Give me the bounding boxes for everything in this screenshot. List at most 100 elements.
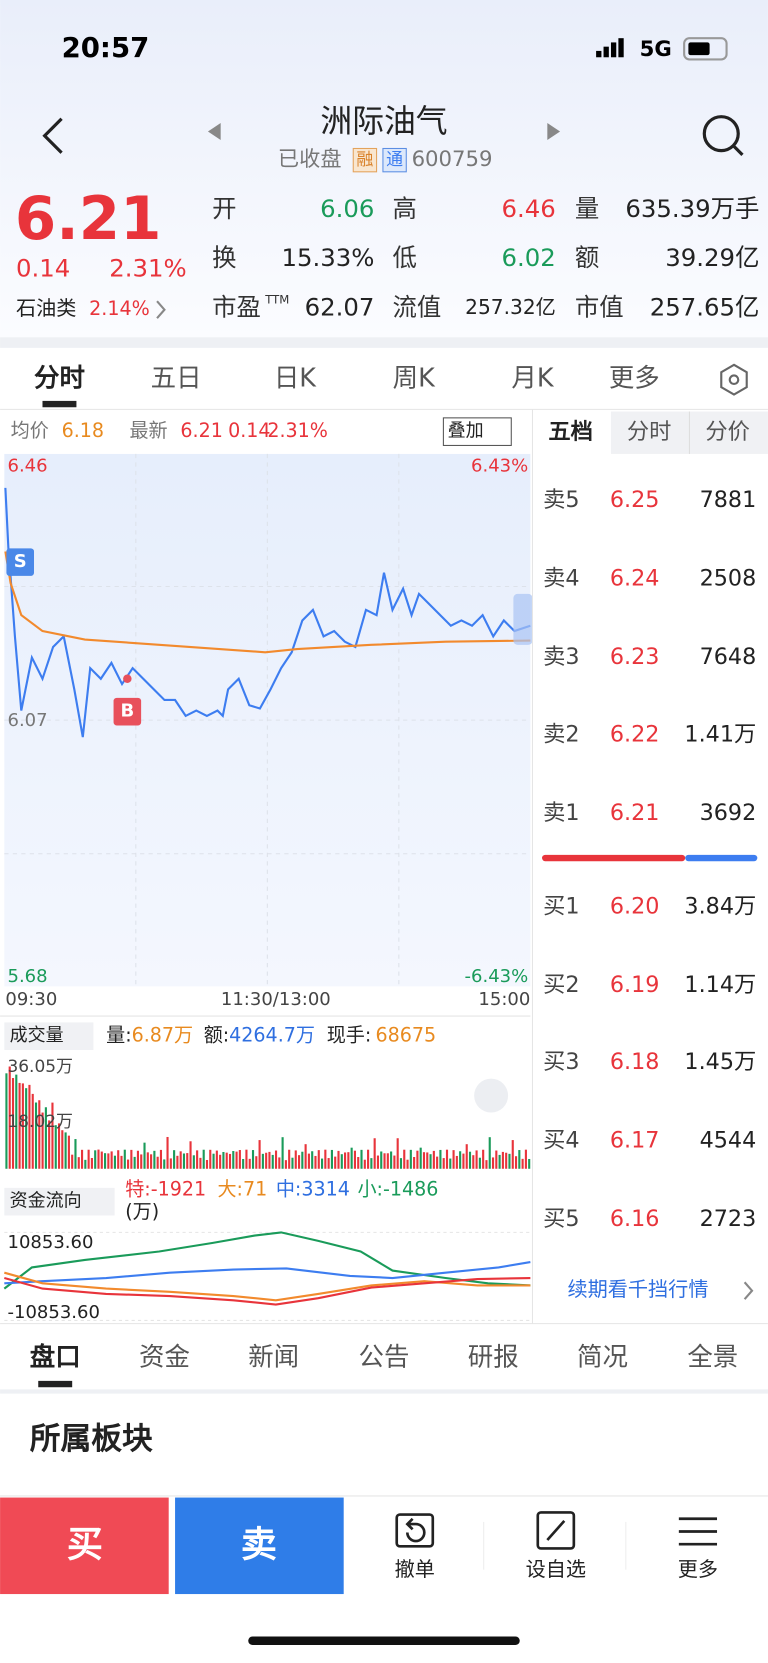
volume-bar <box>140 1154 143 1169</box>
level-price: 6.21 <box>610 800 660 826</box>
volume-bar <box>307 1153 310 1169</box>
separator <box>0 1389 768 1394</box>
status-network: 5G <box>640 37 672 62</box>
flow-select[interactable] <box>4 1187 115 1216</box>
volume-bar <box>518 1150 521 1169</box>
flow-item: 特:-1921 <box>125 1177 206 1200</box>
volume-bar <box>25 1088 28 1169</box>
info-tab[interactable]: 公告 <box>359 1343 410 1373</box>
chart-tab[interactable]: 日K <box>274 364 317 394</box>
volume-bar <box>242 1158 245 1169</box>
volume-bar <box>409 1149 412 1169</box>
volume-bar <box>146 1152 149 1169</box>
marker-text: S <box>14 551 27 572</box>
volume-bar <box>261 1153 264 1169</box>
select-label[interactable]: 资金流向 <box>10 1191 82 1212</box>
flow-line-mid <box>4 1261 531 1285</box>
level-price: 6.23 <box>610 644 660 670</box>
level-volume: 1.45万 <box>684 1049 756 1075</box>
orderbook-tab[interactable]: 分价 <box>705 419 750 445</box>
volume-bar <box>468 1151 472 1169</box>
sector[interactable]: 石油类 <box>16 296 76 320</box>
level-volume: 7648 <box>700 644 757 670</box>
volume-bar <box>495 1150 498 1169</box>
buy-label[interactable]: 买 <box>67 1523 103 1565</box>
volume-bar <box>445 1149 449 1169</box>
level-volume: 3.84万 <box>684 893 756 919</box>
chart-tab[interactable]: 分时 <box>34 364 85 394</box>
y2-label: -6.43% <box>465 966 529 987</box>
volume-bar <box>452 1150 455 1169</box>
volume-bar <box>363 1159 366 1169</box>
volume-bar <box>475 1150 478 1169</box>
volume-bar <box>11 1078 15 1169</box>
volume-bar <box>514 1156 518 1169</box>
volume-bar <box>28 1084 31 1169</box>
volume-bar <box>278 1157 281 1169</box>
back-button[interactable] <box>42 117 63 154</box>
info-tab[interactable]: 全景 <box>687 1343 738 1373</box>
overlay-label[interactable]: 叠加 <box>448 421 484 442</box>
volume-bar <box>222 1151 225 1169</box>
volume-bar <box>18 1082 21 1169</box>
level-price: 6.18 <box>610 1049 660 1075</box>
search-button[interactable] <box>702 115 744 156</box>
settings[interactable] <box>720 363 748 396</box>
volume-bar <box>317 1150 320 1169</box>
level-price: 6.24 <box>610 566 660 592</box>
volume-bar <box>498 1154 501 1169</box>
flow-line-main <box>3 1231 531 1290</box>
scroll-handle[interactable] <box>513 593 533 645</box>
badge-text: 通 <box>386 149 403 169</box>
label: 量: <box>106 1024 132 1047</box>
info-tab[interactable]: 简况 <box>577 1343 628 1373</box>
action-label[interactable]: 撤单 <box>395 1557 435 1581</box>
buy-button[interactable] <box>0 1497 169 1595</box>
volume-bar <box>314 1155 317 1169</box>
badge <box>352 147 378 173</box>
volume-bar <box>173 1150 176 1169</box>
action-label[interactable]: 设自选 <box>526 1557 586 1581</box>
info-tab[interactable]: 资金 <box>139 1343 190 1373</box>
volume-bar <box>248 1158 251 1169</box>
volume-bar <box>321 1158 324 1169</box>
info-tab[interactable]: 盘口 <box>30 1343 81 1373</box>
label: 最新 <box>129 419 167 442</box>
volume-bar <box>182 1153 186 1169</box>
action-label[interactable]: 更多 <box>678 1557 718 1581</box>
sell-label[interactable]: 卖 <box>241 1523 277 1565</box>
volume-bar <box>399 1158 403 1169</box>
volume-bar <box>34 1102 38 1169</box>
y2-label: 6.43% <box>471 456 528 477</box>
stat-label: 流值 <box>392 293 441 322</box>
volume-bar <box>406 1159 409 1169</box>
volume-bar <box>21 1083 24 1169</box>
chart-tab[interactable]: 五日 <box>151 364 202 394</box>
volume-select[interactable] <box>4 1022 94 1050</box>
level-label: 卖2 <box>543 721 579 747</box>
overlay-button[interactable] <box>442 417 512 446</box>
level-label: 卖5 <box>543 487 579 513</box>
sell-button[interactable] <box>175 1497 344 1595</box>
value: 4264.7万 <box>229 1024 315 1047</box>
expand-button[interactable] <box>474 1078 509 1113</box>
depth-link[interactable]: 续期看千挡行情 <box>567 1277 708 1301</box>
volume-bar <box>228 1153 232 1169</box>
badge <box>382 147 407 173</box>
chart-tab[interactable]: 周K <box>393 364 436 394</box>
change: 0.14 <box>228 419 270 442</box>
info-tab[interactable]: 新闻 <box>248 1343 299 1373</box>
volume-bar <box>505 1152 508 1169</box>
flow-item: 中:3314 <box>276 1177 350 1200</box>
select-label[interactable]: 成交量 <box>10 1025 64 1046</box>
volume-bars <box>5 1066 531 1169</box>
volume-bar <box>15 1074 18 1169</box>
chart-tab[interactable]: 更多 <box>609 364 660 394</box>
stat-label: 高 <box>392 194 416 223</box>
section-title: 所属板块 <box>30 1421 153 1457</box>
info-tab[interactable]: 研报 <box>468 1343 519 1373</box>
level-label: 买1 <box>543 893 579 919</box>
orderbook-tab[interactable]: 五档 <box>548 419 593 445</box>
orderbook-tab[interactable]: 分时 <box>627 419 672 445</box>
chart-tab[interactable]: 月K <box>511 364 554 394</box>
